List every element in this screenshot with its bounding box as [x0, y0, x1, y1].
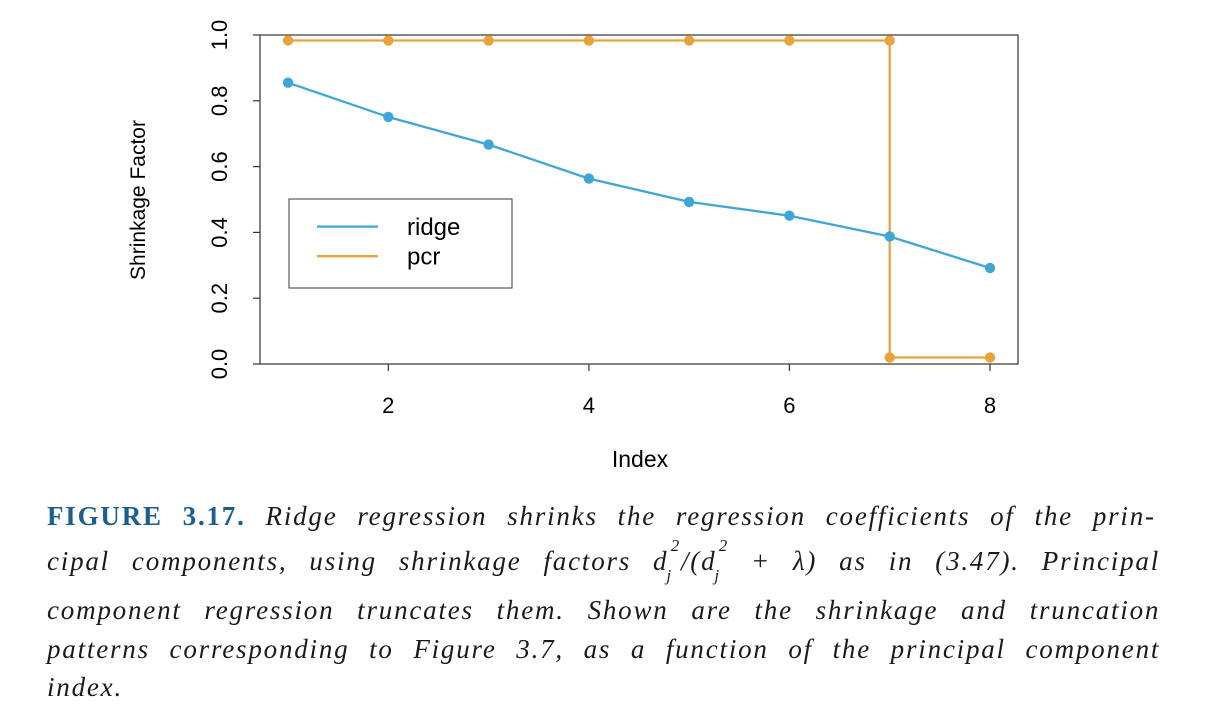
svg-text:1.0: 1.0 [207, 20, 232, 51]
svg-text:2: 2 [382, 393, 394, 418]
svg-text:pcr: pcr [407, 244, 440, 271]
svg-text:0.4: 0.4 [207, 217, 232, 248]
svg-text:Index: Index [612, 446, 669, 472]
svg-text:8: 8 [984, 393, 996, 418]
svg-text:6: 6 [783, 393, 795, 418]
svg-text:0.6: 0.6 [207, 151, 232, 182]
svg-text:0.8: 0.8 [207, 86, 232, 117]
svg-text:ridge: ridge [407, 214, 460, 241]
svg-text:Shrinkage Factor: Shrinkage Factor [127, 120, 150, 280]
svg-text:4: 4 [583, 393, 595, 418]
svg-text:0.2: 0.2 [207, 283, 232, 314]
svg-text:0.0: 0.0 [207, 349, 232, 380]
